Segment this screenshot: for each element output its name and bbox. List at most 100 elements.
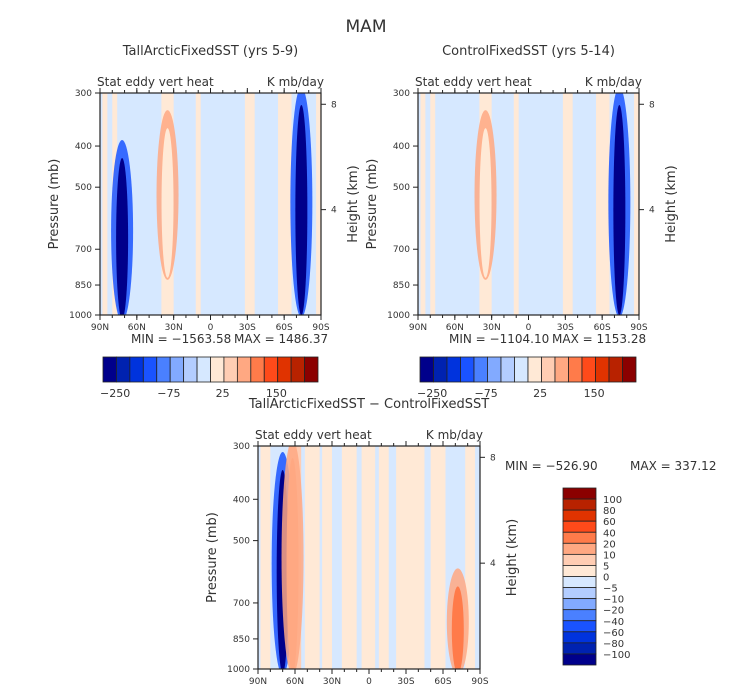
max-stat: MAX = 1486.37 — [234, 332, 328, 346]
colorbar-label: 100 — [603, 495, 622, 506]
figure-title: MAM — [346, 17, 387, 37]
x-tick-label: 30S — [239, 323, 256, 333]
colorbar-swatch — [562, 609, 597, 622]
colorbar-label: −20 — [603, 606, 624, 617]
y-tick-label: 300 — [233, 442, 250, 452]
field-band — [322, 446, 332, 669]
colorbar-swatch — [223, 356, 238, 383]
x-tick-label: 60N — [128, 323, 146, 333]
y-tick-label: 700 — [233, 599, 250, 609]
field-band — [278, 93, 292, 315]
colorbar-swatch — [562, 487, 597, 500]
colorbar-label: −40 — [603, 617, 624, 628]
y-axis-label: Pressure (mb) — [365, 159, 380, 250]
colorbar-swatch — [562, 553, 597, 566]
colorbar-label: 20 — [603, 539, 616, 550]
x-tick-label: 30S — [557, 323, 574, 333]
x-tick-label: 90N — [409, 323, 427, 333]
min-stat: MIN = −1104.10 — [449, 332, 549, 346]
colorbar-label: −250 — [417, 387, 447, 400]
field-band — [304, 446, 320, 669]
panel-2: ControlFixedSST (yrs 5-14) Stat eddy vert… — [365, 44, 679, 400]
field-label: Stat eddy vert heat — [97, 75, 214, 89]
colorbar-swatch — [156, 356, 171, 383]
y-tick-label: 1000 — [69, 311, 92, 321]
y-tick-label: 1000 — [387, 311, 410, 321]
x-tick-label: 30N — [165, 323, 183, 333]
x-tick-label: 60N — [446, 323, 464, 333]
field-band — [260, 446, 271, 669]
y-tick-label: 300 — [393, 89, 410, 99]
colorbar-swatch — [568, 356, 583, 383]
colorbar: −250 −75 25 150 — [417, 356, 637, 400]
colorbar-swatch — [183, 356, 198, 383]
colorbar-swatch — [487, 356, 502, 383]
colorbar-swatch — [514, 356, 529, 383]
y-tick-label: 500 — [393, 183, 410, 193]
field-band — [513, 93, 519, 315]
colorbar-label: −5 — [603, 584, 618, 595]
colorbar-label: 60 — [603, 517, 616, 528]
colorbar-swatch — [102, 356, 117, 383]
colorbar-swatch — [210, 356, 225, 383]
field-band — [316, 93, 321, 315]
y-axis-label: Pressure (mb) — [205, 512, 220, 603]
field-band — [430, 93, 436, 315]
field-band — [195, 93, 201, 315]
y-tick-label: 850 — [75, 281, 92, 291]
colorbar-swatch — [562, 642, 597, 655]
y2-tick-label: 8 — [331, 100, 337, 110]
field-band — [378, 446, 389, 669]
colorbar-swatch — [500, 356, 515, 383]
colorbar-swatch — [562, 576, 597, 588]
y2-tick-label: 4 — [490, 559, 496, 569]
colorbar-swatch — [263, 356, 279, 383]
colorbar-swatch — [581, 356, 596, 383]
contour-field — [258, 446, 480, 669]
x-tick-label: 90S — [471, 677, 488, 687]
x-tick-label: 60S — [276, 323, 293, 333]
colorbar-swatch — [116, 356, 131, 383]
colorbar-swatch — [460, 356, 475, 383]
colorbar-label: −80 — [603, 639, 624, 650]
y-tick-label: 400 — [393, 142, 410, 152]
y2-tick-label: 4 — [331, 206, 337, 216]
field-feature-core — [479, 128, 492, 278]
colorbar-swatch — [562, 542, 597, 555]
field-band — [634, 93, 639, 315]
x-tick-label: 30N — [323, 677, 341, 687]
colorbar-label: −75 — [157, 387, 180, 400]
colorbar-swatch — [169, 356, 185, 383]
colorbar-swatch — [142, 356, 158, 383]
field-feature-core — [161, 128, 174, 278]
colorbar-swatch — [433, 356, 448, 383]
field-band — [102, 93, 108, 315]
x-tick-label: 60S — [434, 677, 451, 687]
min-stat: MIN = −526.90 — [505, 459, 598, 473]
colorbar-label: −75 — [475, 387, 498, 400]
colorbar-label: 25 — [216, 387, 230, 400]
panel-1: TallArcticFixedSST (yrs 5-9) Stat eddy ve… — [47, 44, 361, 400]
x-tick-label: 90S — [630, 323, 647, 333]
colorbar-swatch — [562, 653, 597, 666]
min-stat: MIN = −1563.58 — [131, 332, 231, 346]
colorbar-swatch — [562, 587, 597, 600]
colorbar-swatch — [562, 509, 597, 522]
colorbar-swatch — [236, 356, 252, 383]
y2-axis-label: Height (km) — [346, 165, 361, 242]
contour-field — [100, 93, 321, 315]
x-tick-label: 60N — [286, 677, 304, 687]
colorbar-swatch — [527, 356, 542, 383]
y2-axis-label: Height (km) — [664, 165, 679, 242]
max-stat: MAX = 337.12 — [630, 459, 716, 473]
y2-tick-label: 8 — [490, 453, 496, 463]
y-tick-label: 400 — [75, 142, 92, 152]
colorbar-label: 5 — [603, 561, 609, 572]
y2-axis-label: Height (km) — [505, 519, 520, 596]
max-stat: MAX = 1153.28 — [552, 332, 646, 346]
colorbar-label: −10 — [603, 595, 624, 606]
field-band — [244, 93, 255, 315]
colorbar: −250 −75 25 150 — [100, 356, 319, 400]
